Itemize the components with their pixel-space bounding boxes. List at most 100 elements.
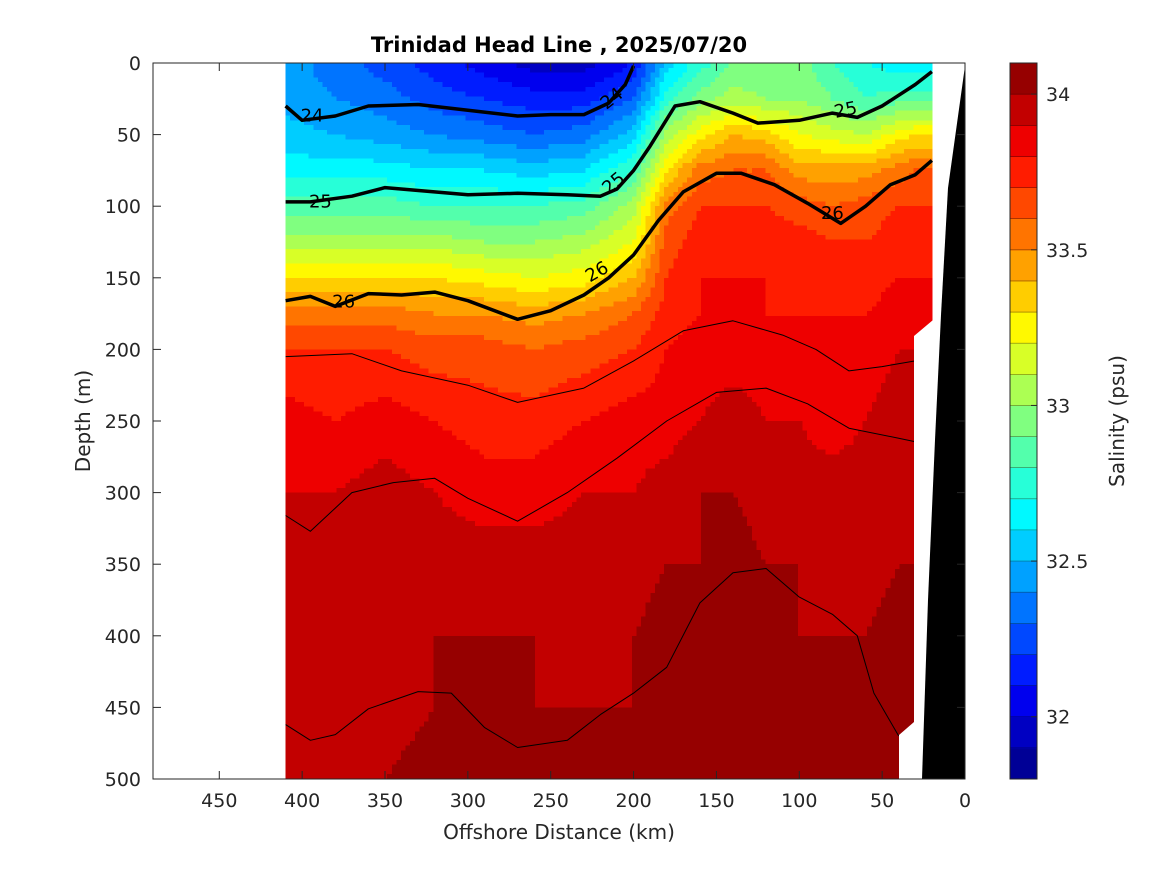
salinity-cell — [318, 645, 323, 650]
salinity-cell — [359, 311, 364, 316]
salinity-cell — [424, 302, 429, 307]
salinity-cell — [318, 373, 323, 378]
salinity-cell — [364, 221, 369, 226]
salinity-cell — [313, 278, 318, 283]
salinity-cell — [392, 306, 397, 311]
salinity-cell — [327, 359, 332, 364]
salinity-cell — [387, 149, 392, 154]
salinity-cell — [304, 454, 309, 459]
salinity-cell — [392, 612, 397, 617]
salinity-cell — [299, 641, 304, 646]
salinity-cell — [373, 617, 378, 622]
salinity-cell — [332, 755, 337, 760]
salinity-cell — [336, 268, 341, 273]
salinity-cell — [350, 240, 355, 245]
salinity-cell — [295, 540, 300, 545]
salinity-cell — [383, 192, 388, 197]
salinity-cell — [429, 216, 434, 221]
salinity-cell — [373, 502, 378, 507]
salinity-cell — [396, 555, 401, 560]
salinity-cell — [341, 326, 346, 331]
salinity-cell — [392, 583, 397, 588]
salinity-cell — [410, 273, 415, 278]
salinity-cell — [364, 392, 369, 397]
salinity-cell — [350, 120, 355, 125]
salinity-cell — [410, 626, 415, 631]
salinity-cell — [364, 669, 369, 674]
salinity-cell — [373, 626, 378, 631]
salinity-cell — [304, 421, 309, 426]
salinity-cell — [387, 125, 392, 130]
salinity-cell — [327, 383, 332, 388]
salinity-cell — [406, 526, 411, 531]
salinity-cell — [299, 273, 304, 278]
salinity-cell — [415, 717, 420, 722]
salinity-cell — [438, 263, 443, 268]
salinity-cell — [373, 526, 378, 531]
salinity-cell — [410, 636, 415, 641]
salinity-cell — [332, 120, 337, 125]
salinity-cell — [424, 349, 429, 354]
salinity-cell — [419, 197, 424, 202]
salinity-cell — [364, 335, 369, 340]
salinity-cell — [433, 583, 438, 588]
salinity-cell — [392, 550, 397, 555]
salinity-cell — [378, 135, 383, 140]
salinity-cell — [313, 664, 318, 669]
salinity-cell — [341, 526, 346, 531]
salinity-cell — [378, 116, 383, 121]
salinity-cell — [332, 564, 337, 569]
salinity-cell — [369, 679, 374, 684]
salinity-cell — [369, 459, 374, 464]
salinity-cell — [299, 144, 304, 149]
salinity-cell — [387, 273, 392, 278]
salinity-cell — [336, 254, 341, 259]
salinity-cell — [346, 555, 351, 560]
salinity-cell — [286, 698, 291, 703]
salinity-cell — [346, 321, 351, 326]
salinity-cell — [415, 488, 420, 493]
salinity-cell — [401, 531, 406, 536]
salinity-cell — [419, 617, 424, 622]
salinity-cell — [429, 92, 434, 97]
salinity-cell — [304, 459, 309, 464]
salinity-cell — [392, 416, 397, 421]
salinity-cell — [313, 531, 318, 536]
salinity-cell — [364, 507, 369, 512]
salinity-cell — [286, 765, 291, 770]
salinity-cell — [299, 550, 304, 555]
salinity-cell — [419, 216, 424, 221]
salinity-cell — [327, 698, 332, 703]
salinity-cell — [429, 240, 434, 245]
salinity-cell — [286, 373, 291, 378]
salinity-cell — [341, 340, 346, 345]
salinity-cell — [406, 741, 411, 746]
salinity-cell — [323, 345, 328, 350]
salinity-cell — [341, 216, 346, 221]
salinity-cell — [290, 693, 295, 698]
salinity-cell — [318, 273, 323, 278]
salinity-cell — [350, 321, 355, 326]
salinity-cell — [410, 545, 415, 550]
salinity-cell — [323, 602, 328, 607]
salinity-cell — [424, 411, 429, 416]
salinity-cell — [410, 664, 415, 669]
salinity-cell — [290, 502, 295, 507]
salinity-cell — [323, 464, 328, 469]
salinity-cell — [419, 306, 424, 311]
salinity-cell — [419, 474, 424, 479]
salinity-cell — [290, 684, 295, 689]
salinity-cell — [364, 521, 369, 526]
salinity-cell — [341, 397, 346, 402]
salinity-cell — [350, 345, 355, 350]
salinity-cell — [415, 741, 420, 746]
salinity-cell — [406, 450, 411, 455]
salinity-cell — [309, 311, 314, 316]
salinity-cell — [387, 378, 392, 383]
salinity-cell — [336, 178, 341, 183]
salinity-cell — [378, 583, 383, 588]
salinity-cell — [406, 660, 411, 665]
salinity-cell — [359, 397, 364, 402]
salinity-cell — [359, 664, 364, 669]
salinity-cell — [378, 536, 383, 541]
